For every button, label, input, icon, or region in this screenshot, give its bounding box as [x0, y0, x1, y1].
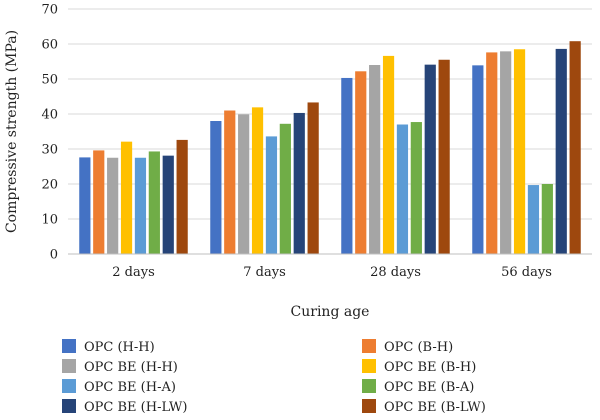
bar	[486, 52, 498, 255]
bar	[527, 185, 540, 254]
legend-item: OPC BE (H-A)	[62, 379, 176, 395]
bar	[513, 49, 526, 254]
y-tick-label: 60	[41, 38, 58, 53]
legend-item: OPC BE (H-LW)	[62, 399, 187, 415]
legend-swatch	[62, 399, 76, 413]
bar	[210, 121, 222, 254]
bar	[251, 107, 264, 254]
x-tick-label: 56 days	[501, 265, 552, 280]
legend-swatch	[62, 339, 76, 353]
bar	[120, 141, 133, 254]
y-tick-label: 10	[41, 213, 58, 228]
bar	[134, 157, 147, 254]
legend-label: OPC BE (H-H)	[84, 360, 178, 375]
bar	[148, 151, 160, 254]
legend-label: OPC (H-H)	[84, 340, 155, 355]
bar	[307, 102, 319, 254]
legend: OPC (H-H) OPC BE (H-H) OPC BE (H-A) OPC BE …	[62, 339, 486, 415]
bar	[382, 55, 395, 255]
x-tick-label: 7 days	[243, 265, 286, 280]
bar	[341, 77, 353, 254]
bar	[424, 64, 436, 255]
bar	[176, 139, 188, 254]
bar	[107, 157, 119, 254]
bar	[279, 123, 291, 254]
bar	[555, 48, 567, 255]
bar	[265, 136, 278, 254]
y-axis-ticks: 0 10 20 30 40 50 60 70	[41, 3, 58, 263]
x-tick-label: 2 days	[112, 265, 155, 280]
legend-label: OPC (B-H)	[384, 340, 453, 355]
bar	[369, 65, 381, 254]
bar	[224, 110, 236, 254]
bar	[162, 155, 174, 254]
legend-label: OPC BE (B-A)	[384, 380, 474, 395]
x-axis-ticks: 2 days 7 days 28 days 56 days	[112, 265, 552, 280]
bar	[396, 124, 409, 254]
bar	[93, 150, 105, 254]
bar	[79, 157, 91, 254]
legend-label: OPC BE (B-H)	[384, 360, 476, 375]
bar	[438, 59, 450, 254]
legend-swatch	[62, 359, 76, 373]
y-tick-label: 40	[41, 108, 58, 123]
legend-item: OPC (H-H)	[62, 339, 155, 355]
legend-swatch	[362, 399, 376, 413]
legend-swatch	[362, 339, 376, 353]
y-axis-title: Compressive strength (MPa)	[4, 30, 20, 233]
legend-swatch	[62, 379, 76, 393]
legend-label: OPC BE (B-LW)	[384, 400, 486, 415]
bar	[541, 184, 553, 254]
bar	[500, 51, 512, 254]
legend-swatch	[362, 359, 376, 373]
legend-label: OPC BE (H-A)	[84, 380, 176, 395]
legend-label: OPC BE (H-LW)	[84, 400, 187, 415]
y-tick-label: 50	[41, 73, 58, 88]
legend-item: OPC BE (B-LW)	[362, 399, 486, 415]
bar	[472, 65, 484, 254]
gridlines	[68, 8, 592, 220]
legend-item: OPC BE (B-A)	[362, 379, 474, 395]
y-tick-label: 0	[50, 248, 58, 263]
legend-item: OPC BE (B-H)	[362, 359, 476, 375]
bar	[569, 41, 581, 255]
y-tick-label: 70	[41, 3, 58, 18]
bar	[410, 122, 422, 254]
y-tick-label: 30	[41, 143, 58, 158]
legend-swatch	[362, 379, 376, 393]
x-axis-title: Curing age	[291, 304, 370, 320]
legend-item: OPC BE (H-H)	[62, 359, 178, 375]
x-tick-label: 28 days	[370, 265, 421, 280]
legend-item: OPC (B-H)	[362, 339, 453, 355]
bar	[238, 114, 250, 254]
y-tick-label: 20	[41, 178, 58, 193]
bar	[293, 112, 305, 254]
bars	[79, 41, 581, 255]
bar	[355, 71, 367, 254]
